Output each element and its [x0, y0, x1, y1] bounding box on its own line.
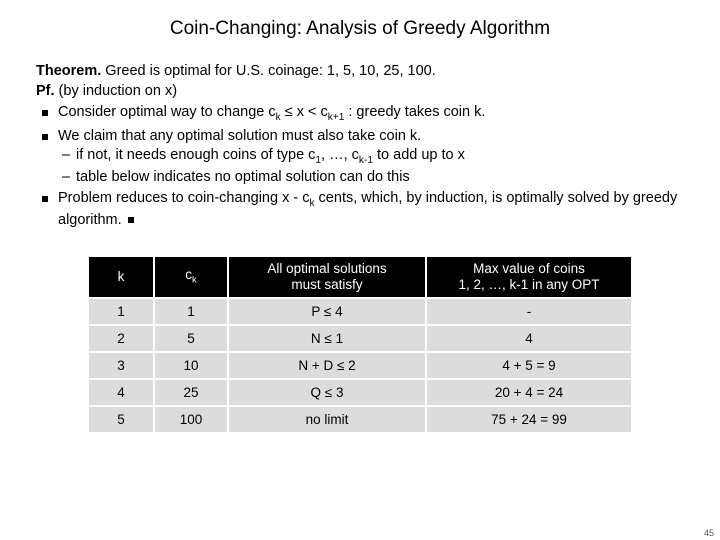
th-k: k	[88, 256, 154, 298]
th-ck: ck	[154, 256, 228, 298]
bullet-3: Problem reduces to coin-changing x - ck …	[36, 189, 684, 230]
body-text: Theorem. Greed is optimal for U.S. coina…	[36, 62, 684, 231]
bullet-list: Consider optimal way to change ck ≤ x < …	[36, 103, 684, 230]
table-row: 2 5 N ≤ 1 4	[88, 325, 632, 352]
qed-box	[128, 217, 134, 223]
table-header-row: k ck All optimal solutionsmust satisfy M…	[88, 256, 632, 298]
th-opt: All optimal solutionsmust satisfy	[228, 256, 426, 298]
page-number: 45	[704, 528, 714, 538]
proof-line: Pf. (by induction on x)	[36, 82, 684, 102]
table-body: 1 1 P ≤ 4 - 2 5 N ≤ 1 4 3 10 N + D ≤ 2 4…	[88, 298, 632, 433]
th-max: Max value of coins1, 2, …, k-1 in any OP…	[426, 256, 632, 298]
table-row: 4 25 Q ≤ 3 20 + 4 = 24	[88, 379, 632, 406]
pf-text: (by induction on x)	[55, 83, 178, 99]
coin-table: k ck All optimal solutionsmust satisfy M…	[87, 255, 633, 434]
slide: Coin-Changing: Analysis of Greedy Algori…	[0, 0, 720, 434]
table-row: 1 1 P ≤ 4 -	[88, 298, 632, 325]
pf-label: Pf.	[36, 83, 55, 99]
bullet-2: We claim that any optimal solution must …	[36, 127, 684, 188]
sub-list: if not, it needs enough coins of type c1…	[58, 146, 684, 187]
sub-bullet-1: if not, it needs enough coins of type c1…	[58, 146, 684, 168]
table-row: 3 10 N + D ≤ 2 4 + 5 = 9	[88, 352, 632, 379]
table-row: 5 100 no limit 75 + 24 = 99	[88, 406, 632, 433]
table-wrap: k ck All optimal solutionsmust satisfy M…	[36, 255, 684, 434]
bullet-1: Consider optimal way to change ck ≤ x < …	[36, 103, 684, 125]
theorem-line: Theorem. Greed is optimal for U.S. coina…	[36, 62, 684, 82]
slide-title: Coin-Changing: Analysis of Greedy Algori…	[36, 18, 684, 40]
theorem-label: Theorem.	[36, 63, 101, 79]
theorem-text: Greed is optimal for U.S. coinage: 1, 5,…	[101, 63, 436, 79]
sub-bullet-2: table below indicates no optimal solutio…	[58, 168, 684, 188]
